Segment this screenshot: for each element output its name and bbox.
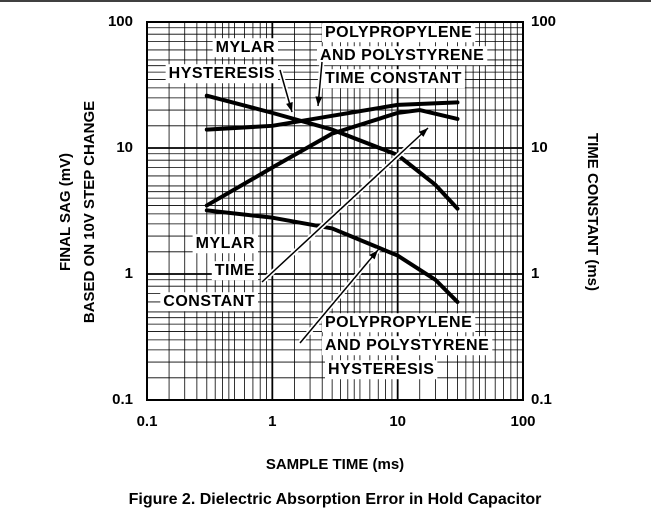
annotation-box: [322, 336, 493, 356]
x-axis-label: SAMPLE TIME (ms): [266, 456, 404, 473]
y2-tick-label: 1: [531, 265, 539, 282]
annotation-box: [160, 292, 258, 312]
y-tick-label: 0.1: [112, 391, 133, 408]
annotation: AND POLYSTYRENE: [325, 337, 489, 354]
plot-frame: [146, 21, 524, 401]
y2-tick-label: 10: [531, 139, 548, 156]
arrowhead: [369, 250, 378, 260]
y-axis-label: FINAL SAG (mV): [57, 153, 74, 271]
annotation: HYSTERESIS: [169, 65, 275, 82]
annotation-box: [192, 234, 258, 254]
annotation: TIME CONSTANT: [325, 70, 462, 87]
annotation: MYLAR: [196, 235, 255, 252]
y-tick-label: 100: [108, 13, 133, 30]
x-tick-label: 100: [510, 413, 535, 430]
pointer: [299, 249, 379, 344]
annotation: CONSTANT: [163, 293, 255, 310]
annotation-box: [322, 313, 476, 333]
annotation-box: [322, 69, 465, 89]
arrowhead: [418, 128, 428, 137]
annotation: TIME: [215, 262, 255, 279]
annotation: MYLAR: [216, 39, 275, 56]
arrowhead: [315, 96, 323, 106]
y-axis-label: BASED ON 10V STEP CHANGE: [81, 101, 98, 323]
annotation: POLYPROPYLENE: [325, 314, 472, 331]
y-tick-label: 10: [116, 139, 133, 156]
annotation-box: [325, 360, 438, 380]
annotation-box: [317, 46, 488, 66]
arrowhead: [286, 102, 293, 112]
annotation: AND POLYSTYRENE: [320, 47, 484, 64]
pointer: [261, 127, 429, 283]
annotation: POLYPROPYLENE: [325, 24, 472, 41]
series-line: [204, 108, 460, 208]
annotation: HYSTERESIS: [328, 361, 434, 378]
series-line: [204, 208, 460, 304]
y2-axis-label: TIME CONSTANT (ms): [584, 133, 601, 291]
x-tick-label: 10: [389, 413, 406, 430]
annotation-box: [211, 261, 258, 281]
y-tick-label: 1: [125, 265, 133, 282]
annotation-box: [165, 64, 278, 84]
chart-title: Figure 2. Dielectric Absorption Error in…: [129, 491, 542, 508]
annotation-box: [322, 23, 476, 43]
annotation-box: [212, 38, 278, 58]
series-line: [204, 93, 460, 211]
series-line: [204, 100, 460, 132]
y2-tick-label: 0.1: [531, 391, 552, 408]
x-tick-label: 0.1: [137, 413, 158, 430]
y2-tick-label: 100: [531, 13, 556, 30]
x-tick-label: 1: [268, 413, 276, 430]
